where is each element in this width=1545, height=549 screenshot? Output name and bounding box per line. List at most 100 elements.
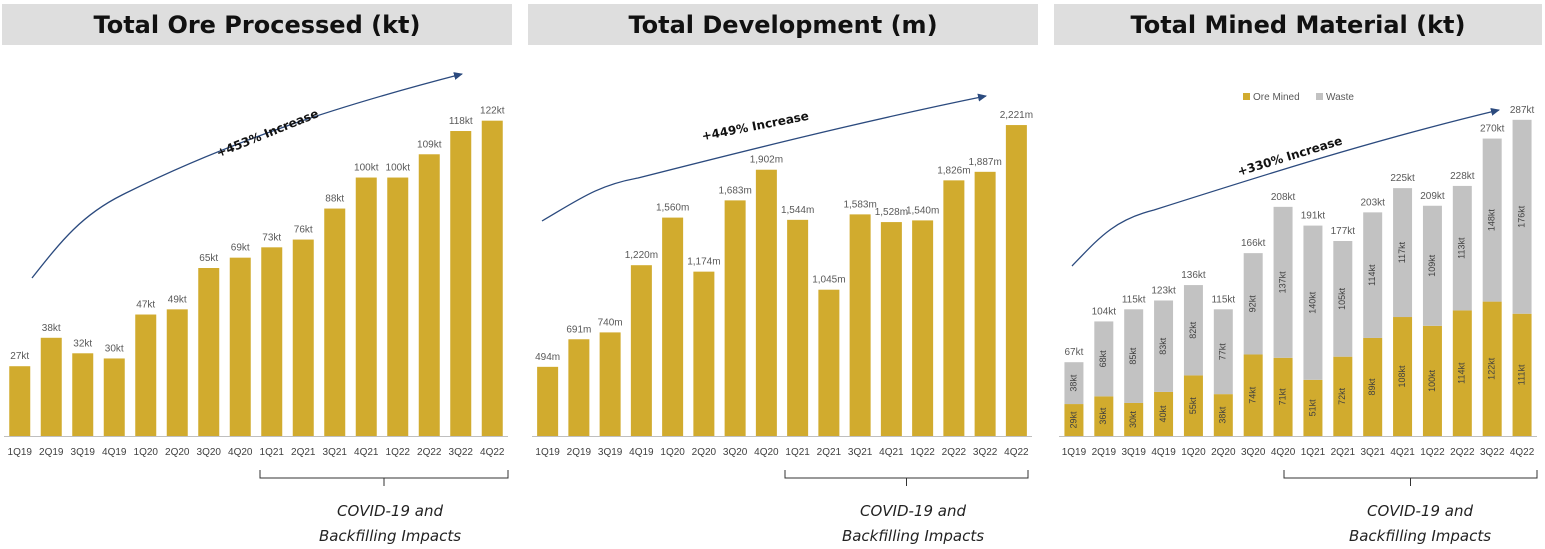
x-tick-label: 1Q19 <box>535 447 560 458</box>
bar <box>387 177 409 437</box>
bar-waste <box>1333 241 1353 357</box>
x-tick-label: 3Q19 <box>598 447 623 458</box>
x-tick-label: 3Q22 <box>973 447 998 458</box>
bar-waste <box>1303 225 1323 380</box>
trend-label: +453% Increase <box>214 106 320 160</box>
x-tick-label: 3Q21 <box>323 447 348 458</box>
x-tick-label: 2Q19 <box>567 447 592 458</box>
bar-ore-mined <box>1213 394 1233 436</box>
bar-waste <box>1422 205 1442 326</box>
x-tick-label: 1Q22 <box>1420 447 1445 458</box>
data-label-waste: 92kt <box>1248 295 1258 313</box>
legend-label-waste: Waste <box>1326 92 1354 103</box>
data-label: 1,174m <box>687 257 720 268</box>
data-label-ore: 100kt <box>1427 369 1437 392</box>
data-label: 494m <box>535 352 560 363</box>
covid-annotation: COVID-19 and Backfilling Impacts <box>813 499 1013 549</box>
covid-bracket <box>1283 470 1538 486</box>
x-tick-label: 4Q19 <box>629 447 654 458</box>
bar <box>787 219 809 436</box>
bar <box>818 289 840 436</box>
data-label: 1,220m <box>625 250 658 261</box>
total-label: 270kt <box>1480 124 1505 135</box>
data-label-waste: 85kt <box>1128 347 1138 365</box>
bar <box>662 217 684 436</box>
bar-waste <box>1094 321 1114 397</box>
data-label: 47kt <box>136 300 155 311</box>
x-tick-label: 1Q20 <box>660 447 685 458</box>
data-label: 1,826m <box>937 165 970 176</box>
data-label-ore: 71kt <box>1277 388 1287 406</box>
bar <box>755 169 777 436</box>
data-label-waste: 113kt <box>1457 237 1467 259</box>
data-label-ore: 30kt <box>1128 410 1138 428</box>
data-label-waste: 109kt <box>1427 254 1437 277</box>
total-label: 225kt <box>1390 173 1415 184</box>
data-label: 32kt <box>73 338 92 349</box>
data-label: 65kt <box>199 253 218 264</box>
bar-ore-mined <box>1124 402 1144 436</box>
total-label: 208kt <box>1271 192 1296 203</box>
x-tick-label: 2Q22 <box>942 447 967 458</box>
x-tick-label: 3Q20 <box>723 447 748 458</box>
bar <box>103 358 125 436</box>
chart-title: Total Mined Material (kt) <box>1054 4 1542 45</box>
data-label-waste: 137kt <box>1277 271 1287 294</box>
bar-waste <box>1154 300 1174 392</box>
data-label-waste: 82kt <box>1188 321 1198 339</box>
data-label-ore: 74kt <box>1248 386 1258 404</box>
total-label: 191kt <box>1301 211 1326 222</box>
covid-annotation-line2: Backfilling Impacts <box>1348 527 1492 545</box>
data-label-ore: 114kt <box>1457 362 1467 384</box>
data-label: 1,887m <box>968 157 1001 168</box>
data-label: 1,902m <box>750 155 783 166</box>
trend-arrow <box>1071 107 1500 267</box>
bar <box>849 214 871 436</box>
legend-swatch-ore <box>1243 93 1250 100</box>
data-label-ore: 89kt <box>1367 378 1377 396</box>
covid-annotation-line1: COVID-19 and <box>859 502 966 520</box>
chart-panel-development: Total Development (m) 1Q19 2Q19 3Q19 4Q19 1Q… <box>528 0 1038 549</box>
data-label: 1,528m <box>875 207 908 218</box>
bar-ore-mined <box>1243 354 1263 436</box>
x-tick-label: 2Q21 <box>1331 447 1356 458</box>
data-label: 118kt <box>449 116 473 127</box>
data-label: 100kt <box>386 163 411 174</box>
data-label: 88kt <box>325 194 344 205</box>
total-label: 166kt <box>1241 238 1266 249</box>
x-tick-label: 4Q22 <box>1004 447 1029 458</box>
x-tick-label: 1Q19 <box>8 447 33 458</box>
bar <box>229 257 251 436</box>
development-chart: 1Q19 2Q19 3Q19 4Q19 1Q20 2Q20 3Q20 4Q20 1Q21 2Q21… <box>532 93 1033 486</box>
bar-waste <box>1183 285 1203 376</box>
bar-ore-mined <box>1363 337 1383 436</box>
covid-bracket <box>259 470 509 486</box>
data-label: 1,583m <box>843 199 876 210</box>
data-label: 109kt <box>417 139 442 150</box>
bar-ore-mined <box>1273 357 1293 436</box>
bar-ore-mined <box>1303 379 1323 436</box>
data-label: 1,540m <box>906 205 939 216</box>
data-label-ore: 108kt <box>1397 365 1407 388</box>
x-tick-label: 2Q20 <box>1211 447 1236 458</box>
bar-ore-mined <box>1183 375 1203 436</box>
bar-waste <box>1393 188 1413 318</box>
total-label: 67kt <box>1064 347 1083 358</box>
x-tick-label: 3Q21 <box>1360 447 1385 458</box>
bar <box>599 332 621 436</box>
trend-arrow <box>541 93 987 222</box>
bar <box>198 268 220 436</box>
bar-waste <box>1243 253 1263 355</box>
total-label: 177kt <box>1331 226 1356 237</box>
bar-waste <box>1452 185 1472 311</box>
bar-ore-mined <box>1482 301 1502 436</box>
bar <box>72 353 94 436</box>
bar-ore-mined <box>1512 313 1532 436</box>
bar <box>943 180 965 436</box>
x-tick-label: 4Q22 <box>480 447 505 458</box>
data-label-ore: 72kt <box>1337 387 1347 405</box>
x-tick-label: 4Q21 <box>879 447 904 458</box>
chart-panel-mined-material: Total Mined Material (kt) 1Q19 2Q19 3Q19 4Q… <box>1054 0 1542 549</box>
x-tick-label: 1Q22 <box>386 447 411 458</box>
data-label-waste: 68kt <box>1098 350 1108 368</box>
